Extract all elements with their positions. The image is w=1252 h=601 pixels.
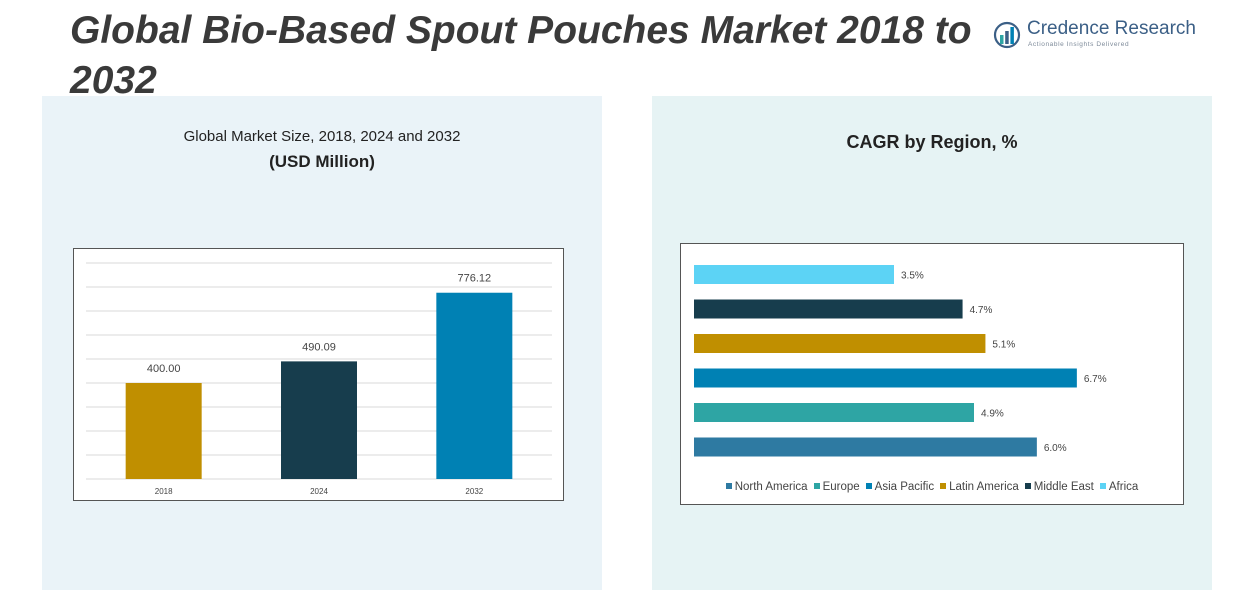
legend-swatch	[940, 483, 947, 489]
legend-label: Europe	[822, 481, 860, 493]
x-tick-label-2018: 2018	[155, 487, 173, 496]
logo-name: Credence Research	[1027, 18, 1196, 39]
cagr-legend: North America Europe Asia Pacific Latin Ame…	[681, 481, 1183, 493]
data-label-middle-east: 4.7%	[970, 305, 993, 316]
bar-north-america	[694, 437, 1037, 457]
cagr-bar-chart: 3.5% 4.7% 5.1% 6.7% 4.9% 6.0%	[694, 265, 1107, 457]
data-label-asia-pacific: 6.7%	[1084, 374, 1107, 385]
x-tick-label-2024: 2024	[310, 487, 328, 496]
bar-asia-pacific	[694, 368, 1077, 388]
legend-item-africa: Africa	[1099, 481, 1139, 493]
legend-item-europe: Europe	[813, 481, 860, 493]
data-label-2018: 400.00	[147, 363, 181, 375]
logo-tagline: Actionable Insights Delivered	[1028, 41, 1130, 48]
data-label-africa: 3.5%	[901, 271, 924, 282]
legend-label: Latin America	[949, 481, 1019, 493]
legend-label: North America	[734, 481, 808, 493]
credence-logo: Credence Research Actionable Insights De…	[993, 18, 1196, 54]
market-size-bar-chart: 400.00 2018 490.09 2024 776.12 2032	[86, 262, 552, 496]
data-label-latin-america: 5.1%	[992, 340, 1015, 351]
bar-latin-america	[694, 334, 986, 353]
legend-swatch	[813, 483, 820, 489]
market-size-chart-subtitle: (USD Million)	[269, 152, 375, 171]
bar-2018	[125, 383, 202, 479]
cagr-chart-title: CAGR by Region, %	[846, 132, 1018, 152]
page-title: Global Bio-Based Spout Pouches Market 20…	[70, 9, 972, 102]
legend-item-asia-pacific: Asia Pacific	[865, 481, 935, 493]
legend-swatch	[725, 483, 732, 489]
x-tick-label-2032: 2032	[465, 487, 483, 496]
legend-item-latin-america: Latin America	[940, 481, 1019, 493]
data-label-europe: 4.9%	[981, 409, 1004, 420]
legend-item-middle-east: Middle East	[1024, 481, 1094, 493]
legend-swatch	[1099, 483, 1106, 489]
legend-swatch	[865, 483, 872, 489]
legend-label: Middle East	[1033, 481, 1094, 493]
data-label-north-america: 6.0%	[1044, 443, 1067, 454]
bar-europe	[694, 403, 974, 422]
legend-swatch	[1024, 483, 1031, 489]
bar-middle-east	[694, 299, 963, 319]
bar-2024	[281, 361, 357, 479]
legend-item-north-america: North America	[725, 481, 808, 493]
cagr-chart-frame: 3.5% 4.7% 5.1% 6.7% 4.9% 6.0% North America Eu…	[680, 243, 1184, 505]
legend-label: Asia Pacific	[874, 481, 935, 493]
credence-logo-icon	[993, 21, 1021, 49]
market-size-chart-title: Global Market Size, 2018, 2024 and 2032	[183, 128, 461, 145]
bar-2032	[436, 292, 513, 479]
data-label-2032: 776.12	[458, 273, 492, 285]
legend-label: Africa	[1108, 481, 1139, 493]
bar-africa	[694, 265, 894, 284]
data-label-2024: 490.09	[302, 341, 336, 353]
market-size-chart-frame: 400.00 2018 490.09 2024 776.12 2032	[73, 248, 564, 501]
